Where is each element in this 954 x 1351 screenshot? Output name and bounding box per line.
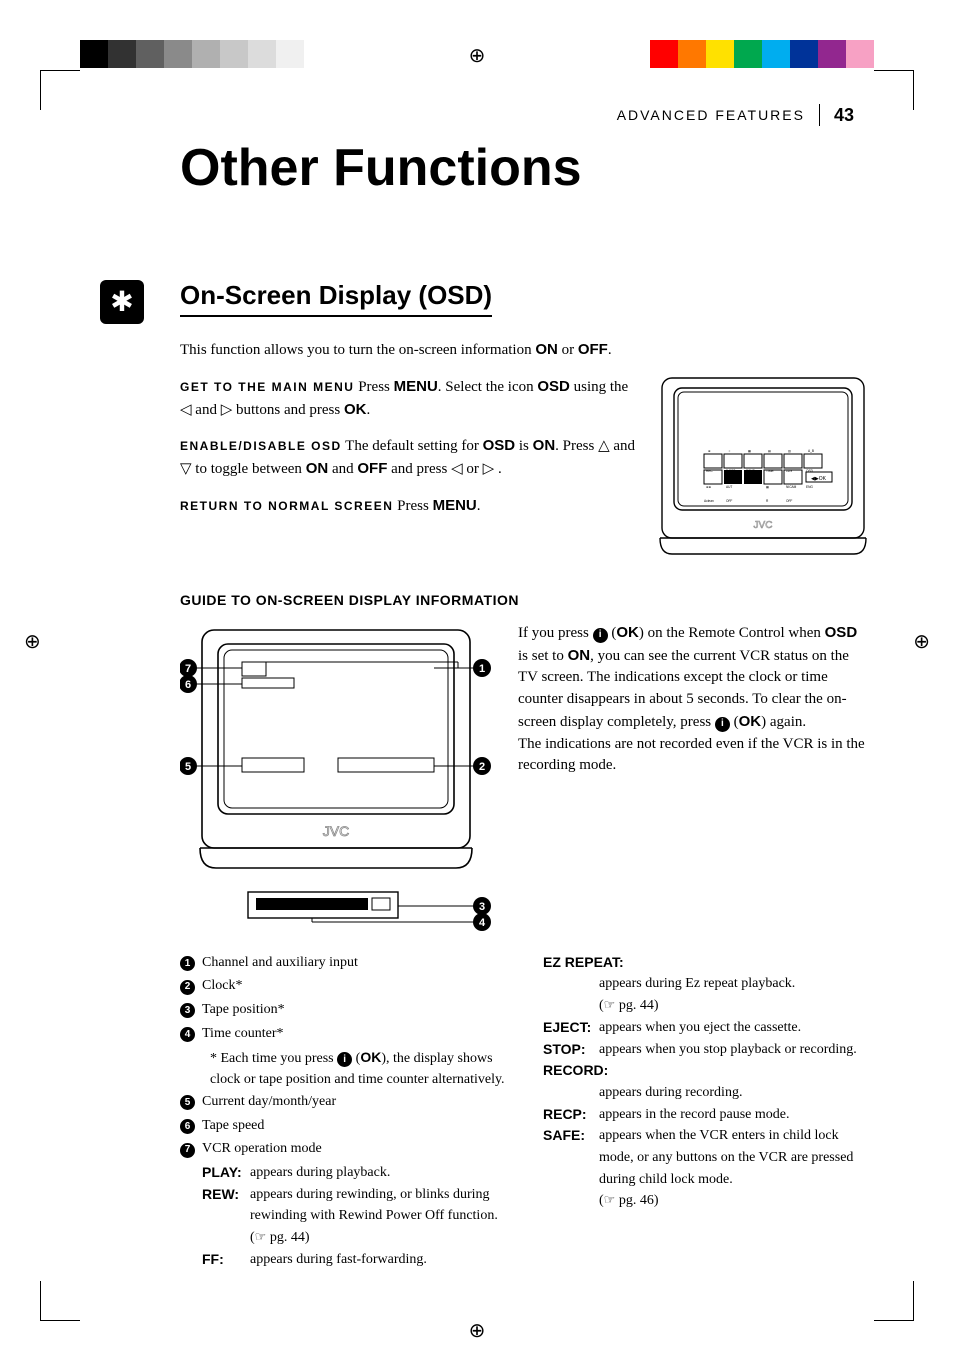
svg-text:OSD: OSD	[806, 469, 814, 473]
down-triangle-icon: ▽	[180, 460, 192, 477]
instructions-row: GET TO THE MAIN MENU Press MENU. Select …	[180, 376, 870, 564]
color-calibration-bar	[650, 40, 874, 68]
svg-text:7: 7	[185, 663, 191, 675]
page-ref-icon: ☞	[604, 1192, 616, 1207]
instructions-column: GET TO THE MAIN MENU Press MENU. Select …	[180, 376, 640, 564]
svg-text:2: 2	[479, 761, 485, 773]
legend-item: 1Channel and auxiliary input	[180, 952, 507, 974]
svg-text:6: 6	[185, 679, 191, 691]
svg-text:◀▶OK: ◀▶OK	[811, 476, 827, 482]
mode-ff: FF:appears during fast-forwarding.	[180, 1249, 507, 1271]
svg-text:JVC: JVC	[754, 520, 773, 531]
legend-left-column: 1Channel and auxiliary input 2Clock* 3Ta…	[180, 952, 507, 1271]
svg-text:R: R	[766, 499, 769, 503]
registration-mark-icon: ⊕	[469, 1321, 486, 1341]
registration-mark-icon: ⊕	[469, 46, 486, 66]
step-main-menu: GET TO THE MAIN MENU Press MENU. Select …	[180, 376, 640, 422]
svg-text:▤: ▤	[768, 449, 771, 453]
svg-text:Aclean: Aclean	[704, 499, 714, 503]
page-title: Other Functions	[180, 138, 874, 198]
manual-page: ⊕ ⊕ ⊕ ⊕ ADVANCED FEATURES 43 Other Funct…	[0, 0, 954, 1351]
svg-text:ENG: ENG	[806, 485, 813, 489]
mode-play: PLAY:appears during playback.	[180, 1162, 507, 1184]
crop-mark-icon	[874, 1281, 914, 1321]
mode-stop: STOP:appears when you stop playback or r…	[543, 1039, 870, 1061]
svg-text:OFF: OFF	[786, 499, 792, 503]
svg-text:⊕⊕: ⊕⊕	[706, 485, 712, 489]
svg-text:▦: ▦	[766, 485, 769, 489]
step-return: RETURN TO NORMAL SCREEN Press MENU.	[180, 495, 640, 518]
legend-item: 4Time counter*	[180, 1023, 507, 1045]
legend-item: 3Tape position*	[180, 999, 507, 1021]
svg-text:1: 1	[479, 663, 485, 675]
svg-text:NICAM: NICAM	[786, 485, 797, 489]
mode-ez-repeat-text: appears during Ez repeat playback. (☞ pg…	[543, 973, 870, 1016]
mode-eject: EJECT:appears when you eject the cassett…	[543, 1017, 870, 1039]
left-triangle-icon: ◁	[451, 460, 463, 477]
grayscale-calibration-bar	[80, 40, 304, 68]
legend-right-column: EZ REPEAT: appears during Ez repeat play…	[543, 952, 870, 1271]
crop-mark-icon	[40, 1281, 80, 1321]
mode-rew: REW:appears during rewinding, or blinks …	[180, 1184, 507, 1249]
legend-item: 7VCR operation mode	[180, 1138, 507, 1160]
tv-callout-diagram: JVC	[180, 622, 492, 942]
page-ref-icon: ☞	[255, 1229, 267, 1244]
svg-text:OFF: OFF	[726, 499, 732, 503]
mode-safe: SAFE:appears when the VCR enters in chil…	[543, 1125, 870, 1212]
registration-mark-icon: ⊕	[24, 632, 41, 652]
right-triangle-icon: ▷	[483, 460, 495, 477]
section-name: ADVANCED FEATURES	[617, 107, 805, 123]
crop-mark-icon	[40, 70, 80, 110]
right-triangle-icon: ▷	[221, 401, 233, 418]
page-number: 43	[834, 105, 854, 126]
diagram-row: JVC	[180, 622, 870, 942]
subheading-osd: On-Screen Display (OSD)	[180, 280, 492, 317]
svg-text:B.EST: B.EST	[726, 469, 735, 473]
running-header: ADVANCED FEATURES 43	[617, 104, 854, 126]
info-button-icon: i	[715, 717, 730, 732]
header-divider	[819, 104, 820, 126]
svg-text:AUT: AUT	[726, 485, 732, 489]
legend-item: 2Clock*	[180, 975, 507, 997]
mode-record-text: appears during recording.	[543, 1082, 870, 1104]
svg-text:16:9: 16:9	[786, 469, 792, 473]
svg-text:JVC: JVC	[323, 823, 349, 839]
svg-text:5: 5	[185, 761, 191, 773]
svg-text:REC: REC	[706, 469, 713, 473]
diagram-description: If you press i (OK) on the Remote Contro…	[518, 622, 870, 777]
svg-text:☼: ☼	[728, 449, 731, 453]
tv-icon-grid-illustration: JVC ◀▶OK ⊕ ☼ ▦ ▤ ▥ A_B	[656, 376, 870, 564]
intro-paragraph: This function allows you to turn the on-…	[180, 339, 870, 362]
left-triangle-icon: ◁	[180, 401, 192, 418]
svg-text:TIME: TIME	[766, 469, 774, 473]
content-area: On-Screen Display (OSD) This function al…	[180, 280, 870, 1270]
mode-ez-repeat: EZ REPEAT:	[543, 952, 870, 974]
legend-item: 6Tape speed	[180, 1115, 507, 1137]
page-ref-icon: ☞	[604, 997, 616, 1012]
mode-record: RECORD:	[543, 1060, 870, 1082]
guide-heading: GUIDE TO ON-SCREEN DISPLAY INFORMATION	[180, 592, 870, 608]
legend-columns: 1Channel and auxiliary input 2Clock* 3Ta…	[180, 952, 870, 1271]
legend-item: 5Current day/month/year	[180, 1091, 507, 1113]
crop-mark-icon	[874, 70, 914, 110]
svg-text:PCNT: PCNT	[746, 469, 755, 473]
info-button-icon: i	[337, 1052, 352, 1067]
registration-mark-icon: ⊕	[913, 632, 930, 652]
svg-text:▥: ▥	[788, 449, 791, 453]
svg-text:⊕: ⊕	[708, 449, 711, 453]
step-enable-disable: ENABLE/DISABLE OSD The default setting f…	[180, 435, 640, 481]
mode-recp: RECP:appears in the record pause mode.	[543, 1104, 870, 1126]
up-triangle-icon: △	[598, 437, 610, 454]
svg-text:▦: ▦	[748, 449, 751, 453]
svg-text:A_B: A_B	[808, 449, 814, 453]
info-button-icon: i	[593, 628, 608, 643]
section-star-icon: ✱	[100, 280, 144, 324]
svg-text:3: 3	[479, 901, 485, 913]
svg-text:4: 4	[479, 917, 486, 929]
legend-footnote: * Each time you press i (OK), the displa…	[180, 1047, 507, 1091]
